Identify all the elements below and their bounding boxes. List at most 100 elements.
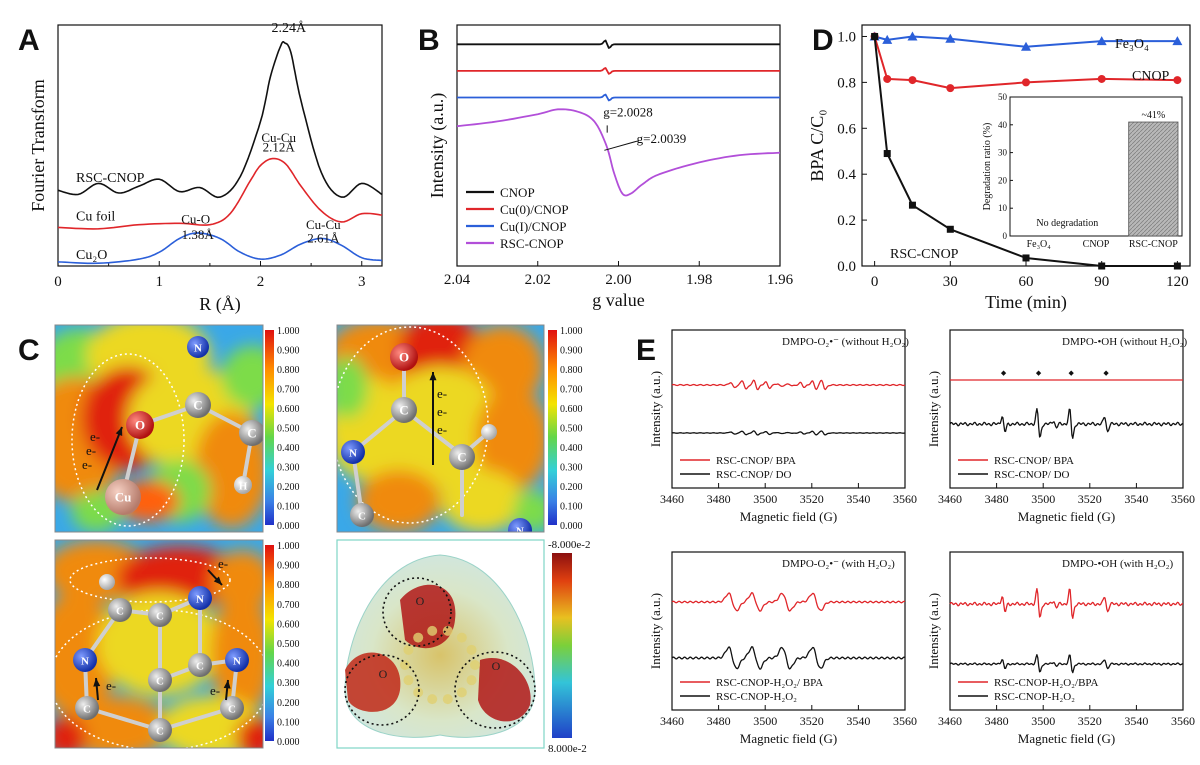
panel-a-annotation: Cu-Cu (261, 130, 296, 145)
panel-c-map3-atom (108, 598, 132, 622)
panel-c-map2-atom-label: N (516, 526, 524, 538)
panel-d-inset-category: RSC-CNOP (1129, 239, 1178, 250)
panel-c-scale1-tick-label: 0.300 (277, 463, 300, 474)
panel-c-scale3-bar (265, 545, 274, 741)
panel-d-point-cnop (1022, 78, 1030, 87)
panel-e2-marker: ◆ (1068, 369, 1074, 377)
panel-c-scale1-tick-label: 0.700 (277, 385, 300, 396)
panel-d-point-cnop (1097, 74, 1106, 83)
panel-label-c: C (18, 334, 40, 367)
panel-c-map1-atom (234, 476, 252, 494)
panel-d-inset-category: Fe₃O₄ (1027, 239, 1052, 250)
panel-c-map4-scale-top: -8.000e-2 (548, 539, 590, 551)
panel-b-series-rsc-cnop (456, 108, 781, 197)
panel-d-point-fe3o4 (907, 31, 918, 41)
panel-c-map2-arrow-head (429, 372, 437, 381)
panel-a-ylabel: Fourier Transform (28, 79, 48, 212)
panel-e4-title: DMPO-•OH (with H₂O₂) (1062, 558, 1173, 570)
panel-b-xtick-label: 2.00 (605, 272, 631, 288)
panel-d-point-cnop (1173, 76, 1182, 85)
panel-c-map4-dotted-ring (454, 651, 536, 729)
panel-e2-xtick-label: 3460 (938, 492, 962, 506)
panel-c-scale3-tick-label: 0.400 (277, 659, 300, 670)
panel-e2-title: DMPO-•OH (without H₂O₂) (1062, 336, 1188, 348)
panel-c-map2-atom-label: N (349, 448, 357, 460)
panel-c-map1-atom-label: C (247, 426, 256, 441)
panel-e4-xtick-label: 3560 (1171, 714, 1195, 728)
panel-c-map3-blob (55, 716, 87, 748)
panel-c-map3-dotted-ring (69, 557, 231, 603)
panel-c-map3-arrow-head (93, 678, 101, 687)
panel-d-point-cnop (883, 74, 892, 83)
panel-c-map4-atom-dot (456, 687, 467, 698)
panel-c-map3-atom-label: C (156, 676, 164, 688)
panel-c-map4-scale-bottom: 8.000e-2 (548, 743, 587, 755)
panel-e1-frame (671, 329, 906, 489)
panel-c-scale2-tick-label: 0.200 (560, 482, 583, 493)
panel-e1-xtick-label: 3460 (660, 492, 684, 506)
panel-c-map3-arrow-head (213, 576, 222, 585)
panel-b-series-cu0-cnop (457, 67, 780, 75)
panel-c-map4-atom-dot (456, 632, 467, 643)
panel-a-xtick-label: 3 (358, 274, 366, 290)
panel-c-map3-atom (188, 653, 212, 677)
panel-c-map2-electron: e- (437, 422, 447, 437)
panel-c-map2-frame (336, 324, 545, 533)
panel-c-scale1-tick-label: 0.400 (277, 443, 300, 454)
panel-b-legend-label: RSC-CNOP (500, 236, 564, 251)
panel-e2-frame (949, 329, 1184, 489)
panel-c-map3-atom-label: C (228, 704, 236, 716)
panel-c-scale2-tick-label: 0.300 (560, 463, 583, 474)
panel-c-map1-electron: e- (90, 429, 100, 444)
panel-e4-xtick-label: 3500 (1031, 714, 1055, 728)
panel-d-inset-ytick-label: 0 (1003, 231, 1008, 241)
panel-c-map4-negative-region (345, 652, 401, 712)
panel-d-point-rsc-cnop (871, 32, 879, 40)
panel-d-inset-ytick-label: 50 (998, 92, 1008, 102)
panel-e3-xtick-label: 3540 (846, 714, 870, 728)
panel-e3-xlabel: Magnetic field (G) (740, 731, 837, 746)
panel-e1-legend-label: RSC-CNOP/ DO (716, 469, 792, 481)
panel-c-map4-scale-bar (552, 553, 572, 738)
panel-c-map2-atom-label: C (399, 403, 408, 418)
panel-c-map3-atom-label: C (196, 661, 204, 673)
panel-c-scale2-tick-label: 1.000 (560, 326, 583, 337)
panel-c-scale3-tick-label: 0.800 (277, 580, 300, 591)
panel-c-map4-negative-region (400, 584, 456, 649)
panel-e1-xtick-label: 3520 (800, 492, 824, 506)
panel-c-map1-atom-label: H (239, 481, 248, 493)
panel-d-ytick-label: 0.0 (837, 259, 856, 275)
panel-label-e: E (636, 334, 656, 367)
panel-c-map3-atom (148, 603, 172, 627)
panel-b-legend-label: Cu(0)/CNOP (500, 202, 569, 217)
panel-c-map4-atom-dot (400, 660, 410, 670)
panel-c-map3-atom (148, 668, 172, 692)
panel-e4-xtick-label: 3480 (985, 714, 1009, 728)
panel-e4-xlabel: Magnetic field (G) (1018, 731, 1115, 746)
panel-e2-series-black (949, 407, 1184, 439)
panel-d-inset-annotation: No degradation (1036, 218, 1098, 229)
panel-e2-xtick-label: 3500 (1031, 492, 1055, 506)
panel-d-point-rsc-cnop (946, 225, 954, 233)
panel-e4-series-black (949, 654, 1184, 674)
panel-d-inset-annotation: ~41% (1141, 110, 1165, 121)
panel-d-point-rsc-cnop (908, 201, 916, 209)
panel-c-scale1-tick-label: 0.800 (277, 365, 300, 376)
panel-e3-xtick-label: 3480 (707, 714, 731, 728)
panel-e1-series-black (671, 430, 906, 436)
panel-c-map4-negative-region (478, 658, 531, 722)
panel-a-annotation: 1.38Å (182, 227, 215, 242)
panel-d-inset-ytick-label: 30 (998, 148, 1008, 158)
panel-c-map2-blob (475, 387, 544, 491)
panel-e4-xtick-label: 3460 (938, 714, 962, 728)
panel-c-map2-atom (341, 440, 365, 464)
panel-e3-ylabel: Intensity (a.u.) (648, 593, 663, 669)
panel-c-map4-atom-dot (466, 644, 477, 655)
panel-e4-legend-label: RSC-CNOP-H₂O₂/BPA (994, 677, 1099, 689)
panel-c-scale1-bar (265, 330, 274, 525)
panel-d-ytick-label: 0.6 (837, 121, 856, 137)
panel-c-map2-atom (449, 444, 475, 470)
panel-c-map2-atom (390, 343, 418, 371)
panel-c-map1: N O C C H Cu e-e-e- (55, 325, 263, 532)
panel-d-inset-ylabel: Degradation ratio (%) (982, 123, 993, 211)
